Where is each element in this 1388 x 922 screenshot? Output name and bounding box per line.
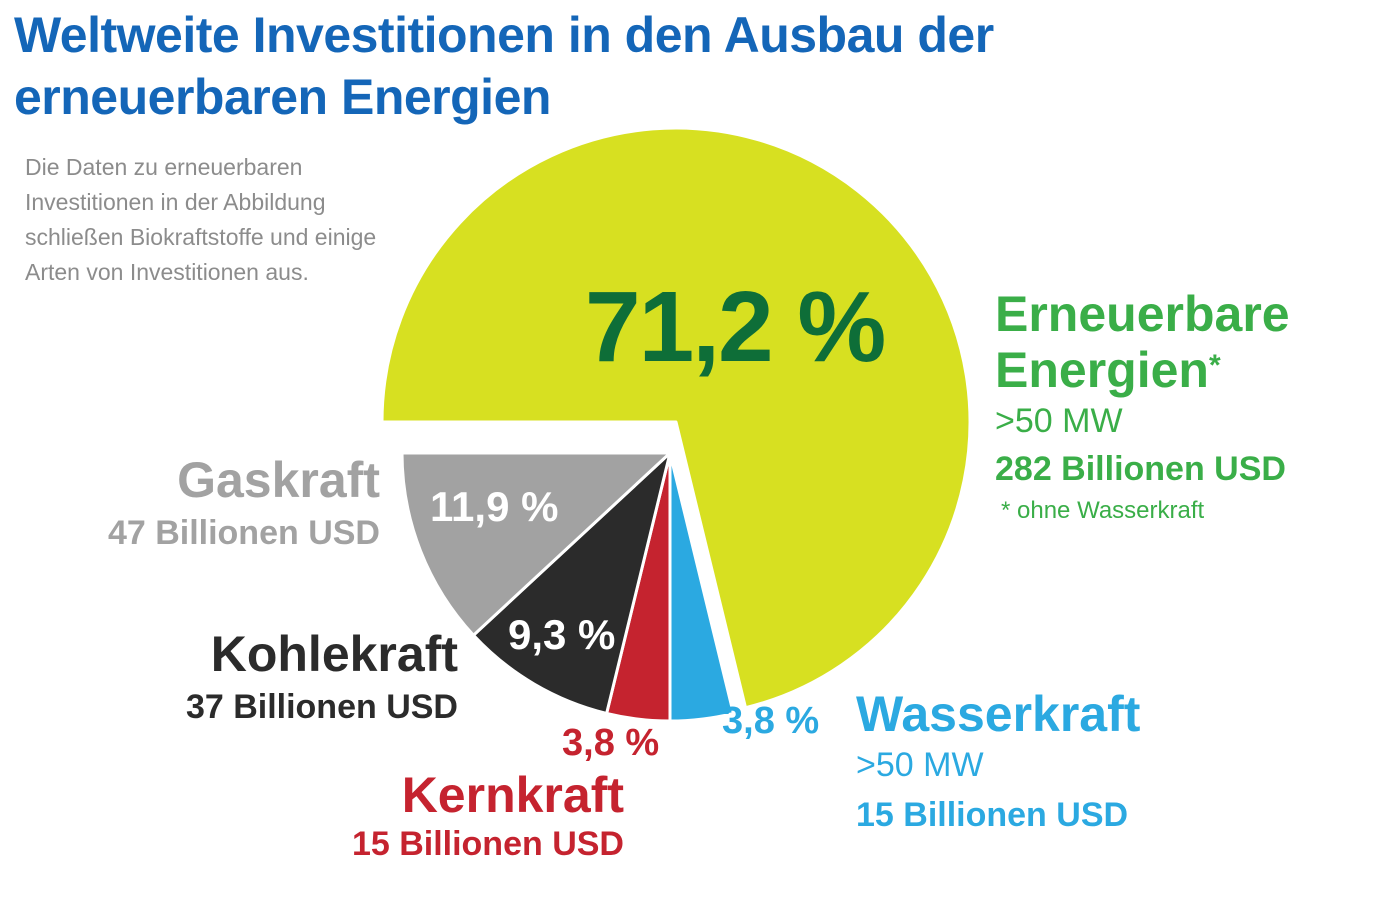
legend-erneuerbare-name: Erneuerbare Energien <box>995 286 1290 398</box>
legend-erneuerbare-detail: >50 MW <box>995 402 1123 440</box>
legend-gaskraft-amount: 47 Billionen USD <box>107 514 380 552</box>
legend-wasserkraft-amount: 15 Billionen USD <box>856 796 1129 834</box>
pct-label-erneuerbare: 71,2 % <box>585 271 886 383</box>
pie-slice-kohlekraft <box>471 451 672 715</box>
legend-erneuerbare-footnote: * ohne Wasserkraft <box>1001 497 1205 524</box>
legend-wasserkraft: Wasserkraft >50 MW 15 Billionen USD <box>856 686 1140 836</box>
legend-kohlekraft-name: Kohlekraft <box>210 626 458 682</box>
legend-wasserkraft-name: Wasserkraft <box>856 686 1141 742</box>
legend-kohlekraft-amount: 37 Billionen USD <box>185 688 458 726</box>
legend-erneuerbare: Erneuerbare Energien* >50 MW 282 Billion… <box>995 286 1325 526</box>
legend-kohlekraft: Kohlekraft 37 Billionen USD <box>100 626 458 728</box>
pct-label-gaskraft: 11,9 % <box>430 483 559 530</box>
legend-gaskraft-name: Gaskraft <box>177 452 380 508</box>
pct-label-wasserkraft: 3,8 % <box>722 700 820 742</box>
legend-kernkraft-name: Kernkraft <box>401 767 624 823</box>
legend-kernkraft: Kernkraft 15 Billionen USD <box>260 767 624 865</box>
chart-note: Die Daten zu erneuerbaren Investitionen … <box>25 154 377 285</box>
legend-erneuerbare-amount: 282 Billionen USD <box>995 450 1286 488</box>
legend-wasserkraft-detail: >50 MW <box>856 746 984 784</box>
pct-label-kernkraft: 3,8 % <box>562 722 660 764</box>
pct-label-kohlekraft: 9,3 % <box>508 611 616 658</box>
legend-kernkraft-amount: 15 Billionen USD <box>351 825 624 863</box>
pie-slice-erneuerbare <box>380 126 972 710</box>
chart-title: Weltweite Investitionen in den Ausbau de… <box>14 7 994 125</box>
pie-slice-gaskraft <box>400 451 672 637</box>
legend-gaskraft: Gaskraft 47 Billionen USD <box>20 452 380 554</box>
footnote-marker: * <box>1208 349 1221 382</box>
